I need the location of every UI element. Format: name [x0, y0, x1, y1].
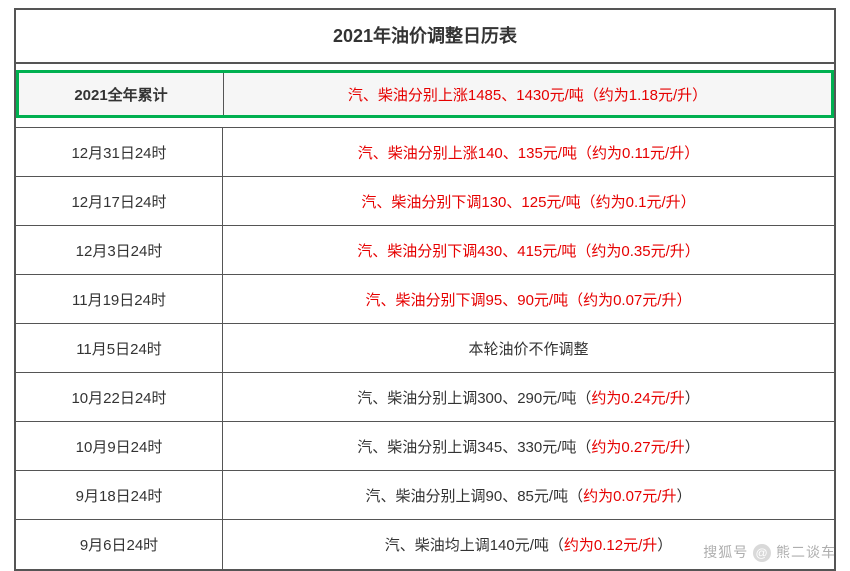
- row-desc: 本轮油价不作调整: [223, 338, 834, 359]
- row-suffix: ）: [657, 534, 672, 555]
- row-date: 9月18日24时: [16, 471, 223, 519]
- row-prefix: 汽、柴油分别上调300、290元/吨（: [357, 387, 591, 408]
- table-row: 12月31日24时 汽、柴油分别上涨140、135元/吨（约为0.11元/升）: [16, 128, 834, 177]
- summary-desc: 汽、柴油分别上涨1485、1430元/吨（约为1.18元/升）: [224, 84, 831, 105]
- row-prefix: 汽、柴油均上调140元/吨（: [385, 534, 564, 555]
- table-row: 9月18日24时 汽、柴油分别上调90、85元/吨（约为0.07元/升）: [16, 471, 834, 520]
- watermark-author: 熊二谈车: [776, 544, 836, 560]
- row-date: 11月19日24时: [16, 275, 223, 323]
- table-row: 11月19日24时 汽、柴油分别下调95、90元/吨（约为0.07元/升）: [16, 275, 834, 324]
- row-date: 12月31日24时: [16, 128, 223, 176]
- row-prefix: 汽、柴油分别上调345、330元/吨（: [357, 436, 591, 457]
- row-suffix: ）: [685, 436, 700, 457]
- table-row: 11月5日24时 本轮油价不作调整: [16, 324, 834, 373]
- row-desc: 汽、柴油分别上调90、85元/吨（约为0.07元/升）: [223, 485, 834, 506]
- at-icon: @: [753, 544, 771, 562]
- row-desc: 汽、柴油分别上调300、290元/吨（约为0.24元/升）: [223, 387, 834, 408]
- row-date: 11月5日24时: [16, 324, 223, 372]
- row-date: 12月3日24时: [16, 226, 223, 274]
- row-desc: 汽、柴油分别下调95、90元/吨（约为0.07元/升）: [223, 289, 834, 310]
- row-suffix: ）: [676, 485, 691, 506]
- row-suffix: ）: [685, 387, 700, 408]
- row-red: 约为0.27元/升: [591, 436, 684, 457]
- calendar-table: 2021年油价调整日历表 2021全年累计 汽、柴油分别上涨1485、1430元…: [14, 8, 836, 571]
- row-red: 约为0.12元/升: [564, 534, 657, 555]
- row-date: 10月22日24时: [16, 373, 223, 421]
- summary-date: 2021全年累计: [19, 73, 224, 115]
- row-desc: 汽、柴油分别下调430、415元/吨（约为0.35元/升）: [223, 240, 834, 261]
- watermark-source: 搜狐号: [703, 544, 748, 560]
- table-row: 12月17日24时 汽、柴油分别下调130、125元/吨（约为0.1元/升）: [16, 177, 834, 226]
- spacer: [16, 120, 834, 128]
- row-desc: 汽、柴油分别下调130、125元/吨（约为0.1元/升）: [223, 191, 834, 212]
- row-prefix: 汽、柴油分别上调90、85元/吨（: [366, 485, 584, 506]
- row-desc: 汽、柴油分别上涨140、135元/吨（约为0.11元/升）: [223, 142, 834, 163]
- row-date: 12月17日24时: [16, 177, 223, 225]
- row-red: 约为0.24元/升: [591, 387, 684, 408]
- table-row: 10月22日24时 汽、柴油分别上调300、290元/吨（约为0.24元/升）: [16, 373, 834, 422]
- table-row: 12月3日24时 汽、柴油分别下调430、415元/吨（约为0.35元/升）: [16, 226, 834, 275]
- table-title-row: 2021年油价调整日历表: [16, 10, 834, 64]
- table-row: 10月9日24时 汽、柴油分别上调345、330元/吨（约为0.27元/升）: [16, 422, 834, 471]
- row-date: 9月6日24时: [16, 520, 223, 569]
- row-date: 10月9日24时: [16, 422, 223, 470]
- summary-row: 2021全年累计 汽、柴油分别上涨1485、1430元/吨（约为1.18元/升）: [16, 70, 834, 118]
- row-red: 约为0.07元/升: [583, 485, 676, 506]
- watermark: 搜狐号 @ 熊二谈车: [703, 542, 836, 562]
- table-title: 2021年油价调整日历表: [333, 26, 517, 46]
- row-desc: 汽、柴油分别上调345、330元/吨（约为0.27元/升）: [223, 436, 834, 457]
